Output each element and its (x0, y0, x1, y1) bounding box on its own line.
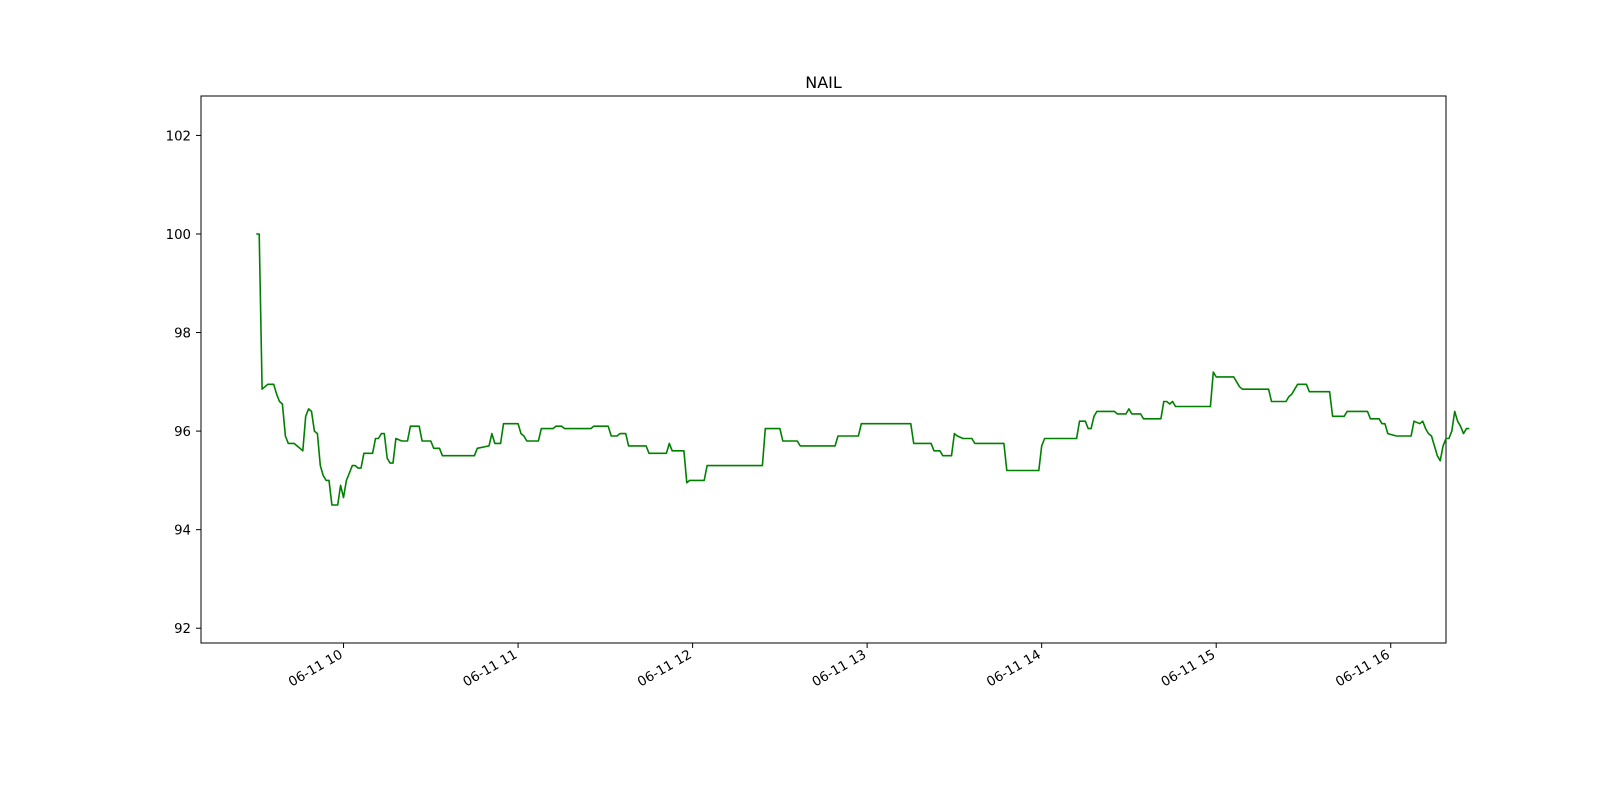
x-tick-label: 06-11 16 (1333, 647, 1392, 690)
x-tick-label: 06-11 10 (286, 647, 345, 690)
chart-title: NAIL (805, 73, 842, 92)
x-tick-label: 06-11 15 (1159, 647, 1218, 690)
x-tick-label: 06-11 13 (810, 647, 869, 690)
y-tick-label: 98 (174, 327, 191, 342)
y-tick-label: 102 (166, 129, 191, 144)
y-tick-label: 92 (174, 622, 191, 637)
series-group (256, 233, 1470, 506)
x-tick-label: 06-11 12 (635, 647, 694, 690)
series-line-0 (256, 233, 1470, 506)
y-tick-label: 96 (174, 425, 191, 440)
y-tick-label: 100 (166, 228, 191, 243)
x-tick-label: 06-11 14 (984, 647, 1043, 690)
plot-frame (200, 95, 1447, 644)
x-tick-label: 06-11 11 (461, 647, 520, 690)
axes: 92 94 96 98 100 102 06-11 10 06-11 11 06-11 12 06… (166, 95, 1447, 690)
y-tick-label: 94 (174, 524, 191, 539)
